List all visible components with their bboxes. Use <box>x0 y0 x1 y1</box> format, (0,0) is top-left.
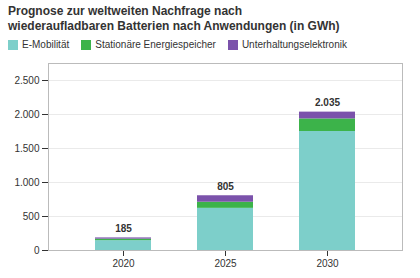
svg-text:1.500: 1.500 <box>14 143 39 154</box>
html-text:Prognose zur weltweiten Nachfr: Prognose zur weltweiten Nachfrage nach <box>8 4 243 18</box>
svg-text:185: 185 <box>115 223 132 234</box>
svg-text:2.500: 2.500 <box>14 75 39 86</box>
svg-text:500: 500 <box>23 211 40 222</box>
svg-text:2030: 2030 <box>316 258 339 269</box>
svg-text:805: 805 <box>217 181 234 192</box>
html-text:Stationäre Energiespeicher: Stationäre Energiespeicher <box>95 39 216 50</box>
svg-text:2020: 2020 <box>112 258 135 269</box>
html-text:wiederaufladbaren Batterien na: wiederaufladbaren Batterien nach Anwendu… <box>8 19 340 33</box>
svg-text:2.035: 2.035 <box>315 97 340 108</box>
svg-text:0: 0 <box>34 245 40 256</box>
html-text:E-Mobilität: E-Mobilität <box>22 39 70 50</box>
html-text:Unterhaltungselektronik: Unterhaltungselektronik <box>241 39 347 50</box>
svg-text:2.000: 2.000 <box>14 109 39 120</box>
svg-text:1.000: 1.000 <box>14 177 39 188</box>
svg-text:2025: 2025 <box>214 258 237 269</box>
